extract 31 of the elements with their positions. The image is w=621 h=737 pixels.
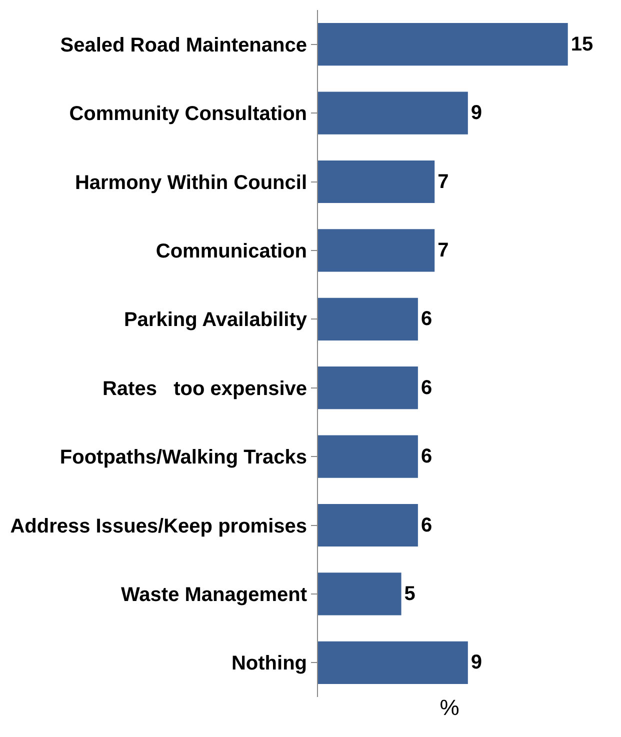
x-axis-title: % bbox=[440, 694, 460, 720]
bar bbox=[318, 160, 435, 204]
bar bbox=[318, 92, 468, 134]
data-label: 9 bbox=[470, 102, 482, 124]
bar bbox=[318, 366, 418, 410]
y-tick-label: Address Issues/Keep promises bbox=[10, 515, 307, 538]
bar bbox=[318, 298, 418, 340]
y-tick-label: Communication bbox=[156, 240, 307, 262]
y-tick-label: Waste Management bbox=[121, 584, 308, 606]
y-tick-label: Harmony Within Council bbox=[74, 172, 307, 194]
y-tick-label: Sealed Road Maintenance bbox=[60, 34, 307, 56]
data-label: 9 bbox=[470, 652, 482, 674]
data-label: 7 bbox=[438, 239, 449, 262]
bar bbox=[318, 572, 402, 616]
bar bbox=[318, 435, 418, 478]
bar bbox=[318, 23, 568, 66]
bar bbox=[318, 229, 435, 272]
data-label: 6 bbox=[420, 514, 432, 536]
bar bbox=[318, 641, 468, 684]
y-tick-label: Rates too expensive bbox=[102, 378, 307, 400]
y-tick-label: Parking Availability bbox=[124, 309, 308, 332]
data-label: 15 bbox=[570, 33, 594, 56]
data-label: 6 bbox=[420, 308, 432, 330]
y-tick-label: Community Consultation bbox=[69, 103, 307, 126]
data-label: 6 bbox=[420, 446, 432, 468]
data-label: 7 bbox=[438, 170, 449, 193]
y-tick-label: Nothing bbox=[231, 652, 307, 675]
data-label: 5 bbox=[404, 582, 416, 605]
y-tick-label: Footpaths/Walking Tracks bbox=[60, 446, 307, 469]
data-label: 6 bbox=[420, 376, 432, 399]
bar bbox=[318, 504, 418, 547]
